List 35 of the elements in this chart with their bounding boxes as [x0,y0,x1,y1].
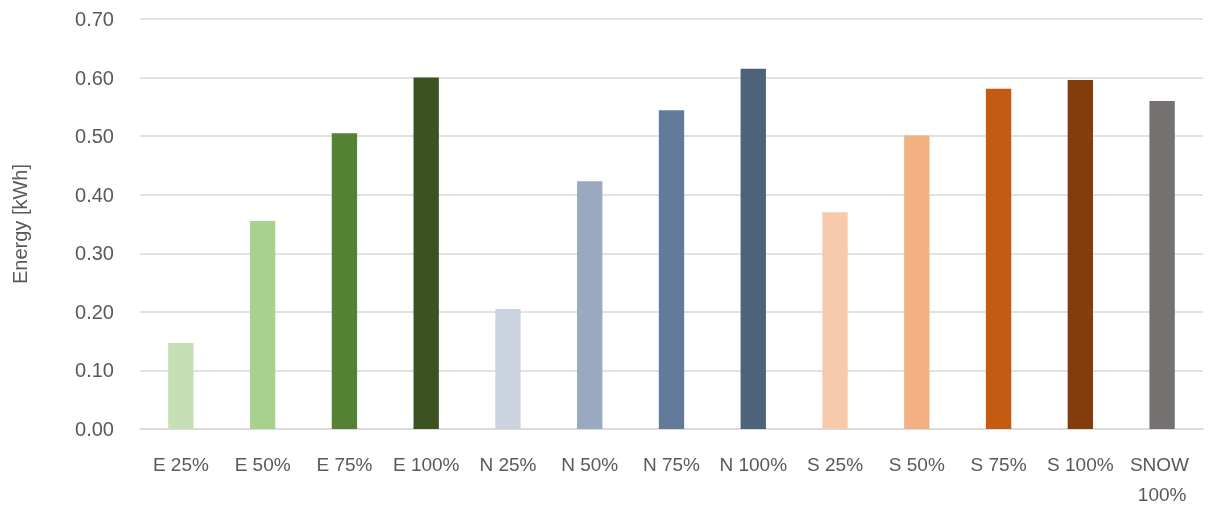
bar [331,133,358,429]
y-tick-label: 0.20 [75,300,114,323]
y-tick-label: 0.40 [75,183,114,206]
y-tick-label: 0.70 [75,8,114,30]
bar [168,342,194,429]
y-tick-label: 0.10 [75,359,114,382]
bar [658,110,685,429]
y-tick-label: 0.50 [75,125,114,148]
bar [1149,101,1175,429]
bar [495,308,521,429]
x-tick-label: N 50% [561,453,619,475]
x-tick-label: N 25% [479,453,537,475]
y-tick-label: 0.00 [75,418,114,440]
x-tick-label: E 100% [392,453,460,475]
x-tick-label: N 100% [719,453,788,475]
x-tick-label: E 50% [234,453,291,475]
x-tick-label: SNOW 100% [1129,453,1195,505]
bar [904,135,930,429]
y-axis-title: Energy [kWh] [9,163,31,285]
bar [413,77,439,429]
bar [822,212,848,429]
bar [577,181,603,429]
bar [985,88,1012,429]
bar [1067,79,1094,429]
x-tick-label: S 75% [970,453,1027,475]
x-tick-label: S 100% [1047,453,1114,475]
y-tick-label: 0.30 [75,242,114,265]
x-tick-label: S 50% [888,453,945,475]
x-tick-label: N 75% [642,453,701,475]
x-tick-label: S 25% [807,453,864,475]
x-tick-label: E 25% [152,453,209,475]
bar [249,221,276,429]
y-tick-label: 0.60 [75,66,114,89]
x-tick-label: E 75% [316,453,373,475]
bar [740,68,766,429]
